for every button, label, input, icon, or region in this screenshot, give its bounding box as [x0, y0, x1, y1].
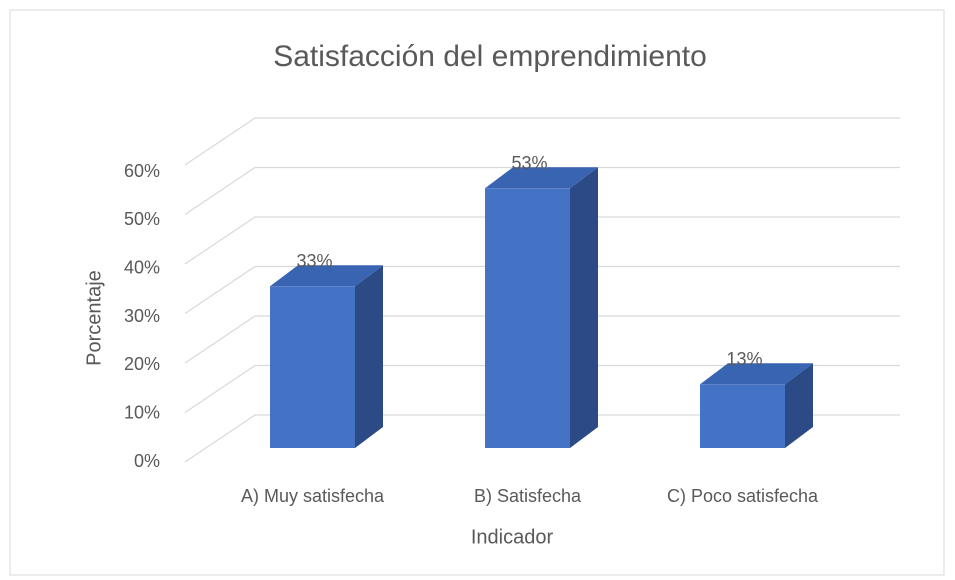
- y-tick-label: 50%: [124, 209, 160, 229]
- x-tick-label: B) Satisfecha: [474, 486, 582, 506]
- bar: [485, 188, 570, 449]
- y-tick-label: 60%: [124, 161, 160, 181]
- y-tick-label: 30%: [124, 306, 160, 326]
- bar: [270, 286, 355, 448]
- y-axis-title: Porcentaje: [83, 270, 105, 366]
- y-tick-label: 40%: [124, 257, 160, 277]
- chart-title: Satisfacción del emprendimiento: [273, 40, 707, 73]
- grid-line: [184, 364, 900, 413]
- grid-line: [184, 315, 900, 364]
- y-tick-label: 20%: [124, 354, 160, 374]
- x-tick-label: A) Muy satisfecha: [241, 486, 385, 506]
- data-label: 13%: [726, 349, 762, 369]
- y-tick-label: 10%: [124, 402, 160, 422]
- grid-line: [184, 216, 900, 265]
- grid-line: [184, 414, 900, 463]
- bar-top: [485, 167, 598, 189]
- bar-top: [270, 265, 383, 287]
- grid-line: [184, 117, 900, 166]
- data-label: 53%: [511, 153, 547, 173]
- bar-side: [785, 363, 813, 448]
- x-axis-title: Indicador: [471, 526, 554, 548]
- grid-line: [184, 265, 900, 314]
- bar: [700, 384, 785, 448]
- data-label: 33%: [296, 251, 332, 271]
- bar-side: [355, 265, 383, 448]
- x-tick-label: C) Poco satisfecha: [667, 486, 819, 506]
- chart-border: [9, 9, 945, 576]
- bar-side: [570, 167, 598, 449]
- y-tick-label: 0%: [134, 451, 160, 471]
- grid-line: [184, 166, 900, 215]
- bar-top: [700, 363, 813, 385]
